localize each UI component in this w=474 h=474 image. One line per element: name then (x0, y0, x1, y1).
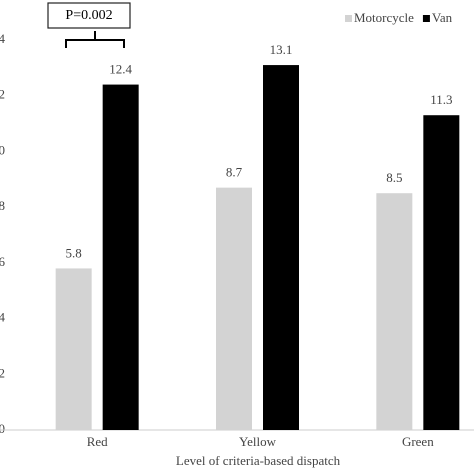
x-tick-label: Red (87, 434, 108, 449)
data-label: 13.1 (270, 42, 293, 57)
y-tick-label: 0 (0, 421, 5, 436)
bar (102, 84, 139, 431)
legend-label: Motorcycle (354, 10, 414, 25)
x-tick-label: Green (402, 434, 434, 449)
annotation-box (47, 2, 131, 29)
bar (263, 65, 299, 431)
data-label: 11.3 (430, 92, 452, 107)
x-axis-label: Level of criteria-based dispatch (176, 453, 341, 468)
y-tick-label: 8 (0, 198, 5, 213)
data-label: 5.8 (66, 245, 82, 260)
bracket (65, 31, 125, 48)
y-tick-label: 14 (0, 31, 6, 46)
y-tick-label: 4 (0, 310, 6, 325)
data-label: 12.4 (109, 62, 132, 77)
y-tick-label: 12 (0, 87, 5, 102)
bar (55, 268, 92, 430)
y-tick-label: 10 (0, 142, 5, 157)
y-tick-label: 2 (0, 365, 5, 380)
legend-label: Van (432, 10, 453, 25)
data-label: 8.7 (226, 165, 243, 180)
y-tick-label: 6 (0, 254, 6, 269)
bar (216, 187, 252, 430)
data-label: 8.5 (386, 170, 402, 185)
legend-swatch (422, 15, 430, 22)
legend-swatch (345, 15, 352, 22)
bar (423, 115, 460, 430)
x-tick-label: Yellow (239, 434, 277, 449)
annotation: P=0.002 (65, 8, 112, 23)
bar (376, 193, 413, 430)
